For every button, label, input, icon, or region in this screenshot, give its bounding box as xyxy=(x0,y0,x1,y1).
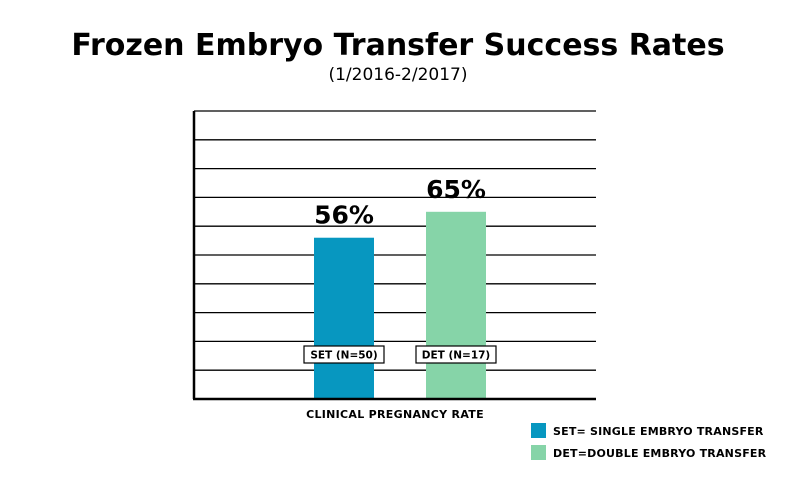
bar-set xyxy=(314,237,374,399)
bars: 56% SET (N=50) 65% DET (N=17) xyxy=(303,175,497,399)
category-tag-set: SET (N=50) xyxy=(303,345,385,364)
legend: SET= SINGLE EMBRYO TRANSFER DET=DOUBLE E… xyxy=(531,423,767,460)
category-tag-box xyxy=(303,345,385,364)
data-label-det: 65% xyxy=(426,175,486,204)
gridlines xyxy=(194,110,596,371)
data-label-set: 56% xyxy=(314,201,374,230)
legend-swatch-det xyxy=(531,445,546,460)
x-axis-label: CLINICAL PREGNANCY RATE xyxy=(306,408,484,421)
chart-subtitle: (1/2016-2/2017) xyxy=(328,65,467,85)
category-tag-box xyxy=(415,345,497,364)
chart-title: Frozen Embryo Transfer Success Rates xyxy=(71,28,724,63)
bar-det xyxy=(426,211,486,399)
category-tag-det: DET (N=17) xyxy=(415,345,497,364)
category-label: DET (N=17) xyxy=(422,350,491,362)
legend-swatch-set xyxy=(531,423,546,438)
legend-label-det: DET=DOUBLE EMBRYO TRANSFER xyxy=(553,447,767,460)
category-label: SET (N=50) xyxy=(310,350,377,362)
legend-label-set: SET= SINGLE EMBRYO TRANSFER xyxy=(553,425,764,438)
